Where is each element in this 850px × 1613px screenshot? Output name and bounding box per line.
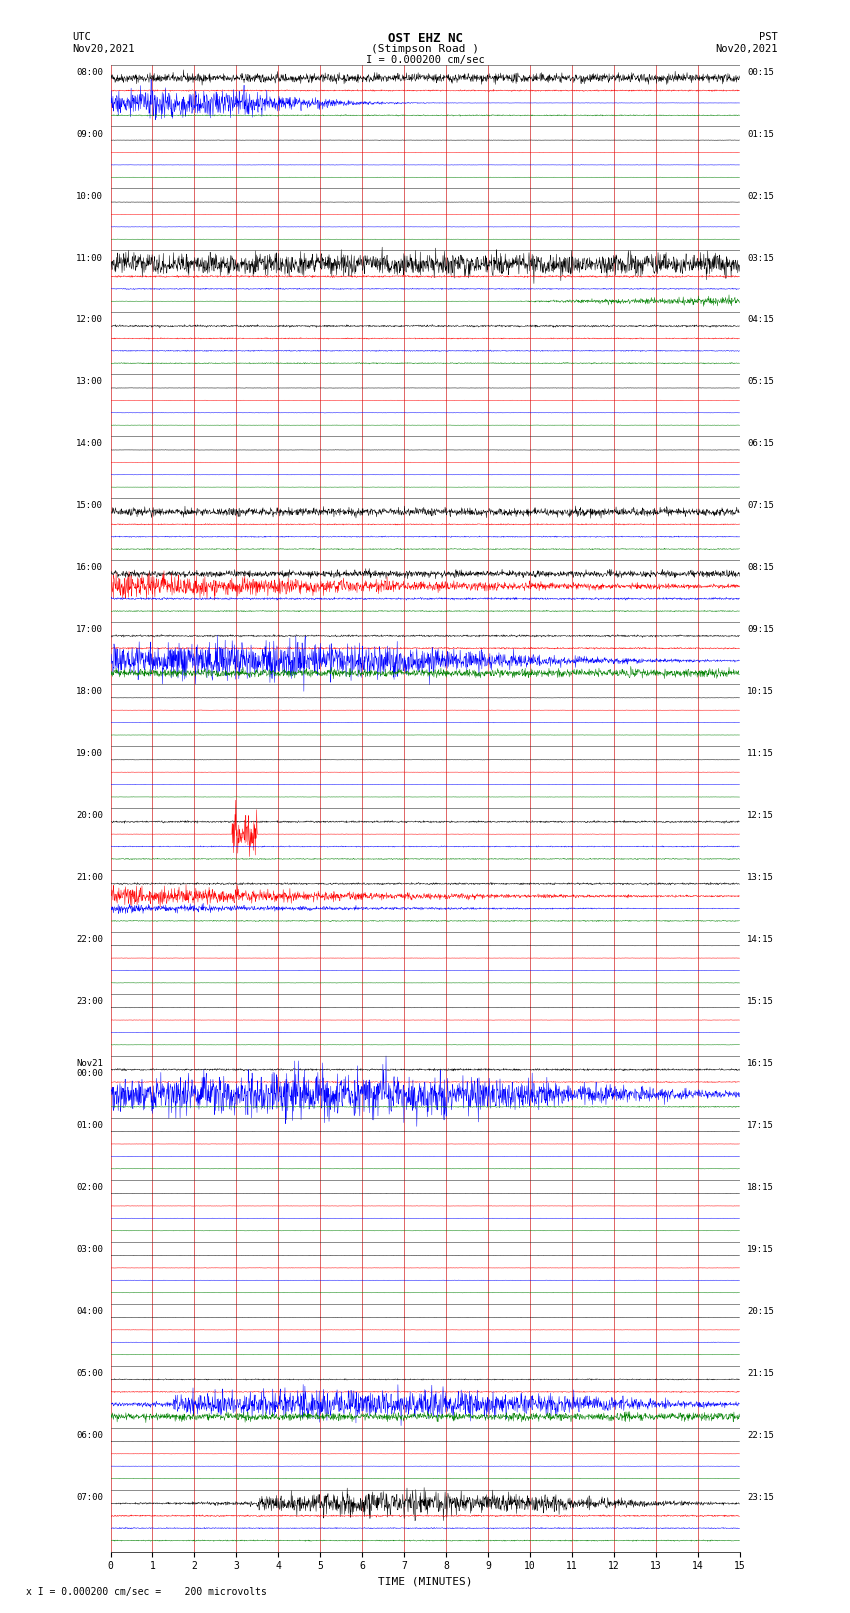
Text: 07:15: 07:15 — [747, 502, 774, 510]
Text: 03:15: 03:15 — [747, 253, 774, 263]
Text: 06:00: 06:00 — [76, 1431, 103, 1440]
Text: 23:15: 23:15 — [747, 1494, 774, 1502]
Text: 21:00: 21:00 — [76, 873, 103, 882]
Text: Nov21
00:00: Nov21 00:00 — [76, 1060, 103, 1079]
Text: 01:00: 01:00 — [76, 1121, 103, 1131]
Text: 21:15: 21:15 — [747, 1369, 774, 1378]
Text: 20:00: 20:00 — [76, 811, 103, 821]
Text: OST EHZ NC: OST EHZ NC — [388, 32, 462, 45]
Text: UTC: UTC — [72, 32, 91, 42]
Text: 14:15: 14:15 — [747, 936, 774, 944]
Text: 06:15: 06:15 — [747, 439, 774, 448]
Text: 11:15: 11:15 — [747, 750, 774, 758]
Text: 16:15: 16:15 — [747, 1060, 774, 1068]
Text: 17:15: 17:15 — [747, 1121, 774, 1131]
Text: 08:15: 08:15 — [747, 563, 774, 573]
Text: 10:00: 10:00 — [76, 192, 103, 200]
Text: 10:15: 10:15 — [747, 687, 774, 697]
Text: 09:15: 09:15 — [747, 626, 774, 634]
Text: 23:00: 23:00 — [76, 997, 103, 1007]
Text: I = 0.000200 cm/sec: I = 0.000200 cm/sec — [366, 55, 484, 65]
Text: 11:00: 11:00 — [76, 253, 103, 263]
Text: 03:00: 03:00 — [76, 1245, 103, 1253]
Text: 16:00: 16:00 — [76, 563, 103, 573]
Text: 19:15: 19:15 — [747, 1245, 774, 1253]
Text: 08:00: 08:00 — [76, 68, 103, 77]
X-axis label: TIME (MINUTES): TIME (MINUTES) — [377, 1578, 473, 1587]
Text: (Stimpson Road ): (Stimpson Road ) — [371, 44, 479, 53]
Text: 04:00: 04:00 — [76, 1307, 103, 1316]
Text: Nov20,2021: Nov20,2021 — [72, 44, 135, 53]
Text: 17:00: 17:00 — [76, 626, 103, 634]
Text: 13:15: 13:15 — [747, 873, 774, 882]
Text: 14:00: 14:00 — [76, 439, 103, 448]
Text: 12:00: 12:00 — [76, 316, 103, 324]
Text: 07:00: 07:00 — [76, 1494, 103, 1502]
Text: 05:00: 05:00 — [76, 1369, 103, 1378]
Text: x I = 0.000200 cm/sec =    200 microvolts: x I = 0.000200 cm/sec = 200 microvolts — [26, 1587, 266, 1597]
Text: 15:15: 15:15 — [747, 997, 774, 1007]
Text: 04:15: 04:15 — [747, 316, 774, 324]
Text: 12:15: 12:15 — [747, 811, 774, 821]
Text: 22:00: 22:00 — [76, 936, 103, 944]
Text: Nov20,2021: Nov20,2021 — [715, 44, 778, 53]
Text: 20:15: 20:15 — [747, 1307, 774, 1316]
Text: 01:15: 01:15 — [747, 129, 774, 139]
Text: 18:15: 18:15 — [747, 1182, 774, 1192]
Text: 05:15: 05:15 — [747, 377, 774, 387]
Text: 19:00: 19:00 — [76, 750, 103, 758]
Text: PST: PST — [759, 32, 778, 42]
Text: 13:00: 13:00 — [76, 377, 103, 387]
Text: 00:15: 00:15 — [747, 68, 774, 77]
Text: 09:00: 09:00 — [76, 129, 103, 139]
Text: 02:00: 02:00 — [76, 1182, 103, 1192]
Text: 02:15: 02:15 — [747, 192, 774, 200]
Text: 15:00: 15:00 — [76, 502, 103, 510]
Text: 18:00: 18:00 — [76, 687, 103, 697]
Text: 22:15: 22:15 — [747, 1431, 774, 1440]
